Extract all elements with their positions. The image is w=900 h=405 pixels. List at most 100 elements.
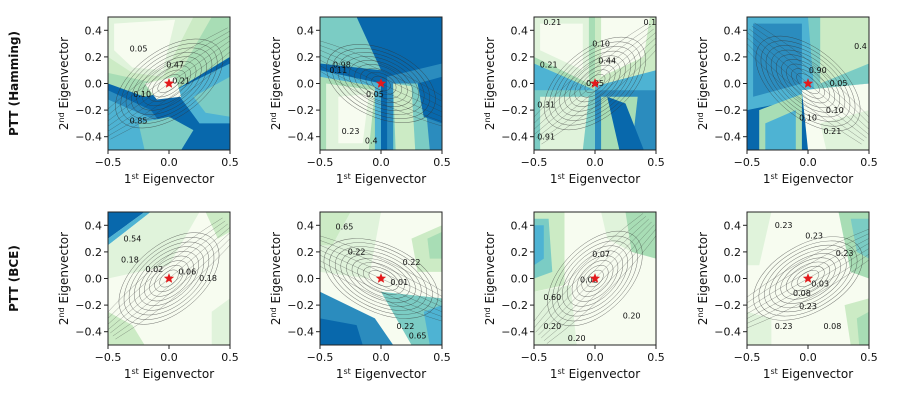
contour-fill xyxy=(211,298,230,345)
contour-label: 0.85 xyxy=(130,116,148,125)
contour-fill-group: 0.210.10.100.440.210.050.310.91 xyxy=(534,17,656,150)
contour-line xyxy=(754,22,869,118)
x-tick-label: 0.0 xyxy=(799,156,817,169)
contour-label: 0.21 xyxy=(823,127,841,136)
x-tick-label: 0.5 xyxy=(221,351,239,364)
contour-fill xyxy=(856,311,869,345)
contour-label: 0.65 xyxy=(335,222,353,231)
x-tick-label: 0.5 xyxy=(860,156,878,169)
y-tick-label: −0.4 xyxy=(714,131,741,144)
x-axis-label: 1st Eigenvector xyxy=(336,172,426,187)
contour-fill xyxy=(850,218,869,259)
contour-label: 0.10 xyxy=(133,90,151,99)
row: PTT (Hamming) 0.050.210.470.100.85−0.5 0.0… xyxy=(7,16,878,187)
y-axis-label: 2nd Eigenvector xyxy=(483,37,498,130)
contour-line xyxy=(320,260,442,317)
contour-line xyxy=(541,49,656,145)
y-axis-label: 2nd Eigenvector xyxy=(696,232,711,325)
x-tick-label: 0.0 xyxy=(372,351,390,364)
contour-line xyxy=(112,238,230,337)
y-tick-label: −0.4 xyxy=(287,131,314,144)
contour-line xyxy=(108,45,230,132)
contour-label: 0.23 xyxy=(775,221,793,230)
x-axis-label: 1st Eigenvector xyxy=(124,367,214,382)
x-axis-label: 1st Eigenvector xyxy=(763,367,853,382)
contour-fill-group: 0.230.230.230.030.080.230.23 0.08 xyxy=(747,212,869,345)
y-tick-label: 0.0 xyxy=(511,78,529,91)
contour-label: 0.20 xyxy=(568,334,586,343)
y-tick-label: 0.2 xyxy=(297,246,315,259)
contour-line xyxy=(751,25,869,124)
contour-line xyxy=(747,233,869,304)
contour-line xyxy=(534,22,649,118)
y-tick-label: −0.4 xyxy=(75,131,102,144)
contour-fill xyxy=(381,291,442,345)
y-tick-label: 0.0 xyxy=(297,273,315,286)
y-tick-label: 0.0 xyxy=(724,78,742,91)
figure-rows: PTT (Hamming) 0.050.210.470.100.85−0.5 0.0… xyxy=(7,16,878,382)
contour-fill-group: 0.540.180.02 0.060.18 xyxy=(108,212,230,345)
contour-fill xyxy=(607,96,644,150)
contour-line xyxy=(108,27,228,110)
x-tick-label: −0.5 xyxy=(734,351,761,364)
contour-fill xyxy=(540,96,589,150)
contour-line xyxy=(747,248,869,319)
contour-line xyxy=(110,57,230,140)
contour-fill xyxy=(747,212,772,266)
contour-line xyxy=(747,238,869,309)
contour-label: 0.22 xyxy=(403,258,421,267)
contour-fill xyxy=(108,212,200,279)
contour-panel: 0.4 0.900.05 0.10 0.10 0.21 −0.5 0.0 0.5 0.4 0.2 0… xyxy=(696,16,878,186)
contour-label: 0.20 xyxy=(543,322,561,331)
contour-label: 0.21 xyxy=(543,18,561,27)
contour-label: 0.07 xyxy=(592,250,610,259)
contour-line xyxy=(534,28,654,130)
y-tick-label: −0.4 xyxy=(287,326,314,339)
y-tick-label: −0.2 xyxy=(75,299,102,312)
x-tick-label: 0.5 xyxy=(221,156,239,169)
contour-line xyxy=(546,235,656,344)
contour-label: 0.23 xyxy=(775,322,793,331)
y-tick-label: 0.0 xyxy=(724,273,742,286)
contour-label: 0.90 xyxy=(809,66,827,75)
contour-label: 0.4 xyxy=(854,42,867,51)
contour-panel: 0.210.10.100.440.210.050.310.91−0.50.00.… xyxy=(483,16,665,186)
contour-fill xyxy=(820,17,869,84)
x-tick-label: −0.5 xyxy=(734,156,761,169)
contour-fill xyxy=(753,23,802,97)
contour-line xyxy=(320,265,442,322)
contour-label: 0.65 xyxy=(409,331,427,340)
contour-line xyxy=(534,25,652,124)
y-tick-label: 0.4 xyxy=(297,219,315,232)
y-tick-label: 0.4 xyxy=(511,219,529,232)
contour-label: 0.22 xyxy=(396,322,414,331)
x-tick-label: 0.5 xyxy=(647,351,665,364)
contour-label: 0.05 xyxy=(830,79,848,88)
contour-fill xyxy=(540,23,583,71)
star-marker xyxy=(802,78,814,88)
contour-line xyxy=(108,223,228,325)
contour-line xyxy=(534,213,644,322)
y-tick-label: −0.2 xyxy=(714,104,741,117)
x-axis-label: 1st Eigenvector xyxy=(124,172,214,187)
contour-label: 0.05 xyxy=(366,90,384,99)
contour-label: 0.02 xyxy=(580,275,598,284)
x-tick-label: 0.5 xyxy=(647,156,665,169)
y-tick-label: 0.4 xyxy=(724,219,742,232)
star-marker xyxy=(375,78,387,88)
y-tick-label: 0.2 xyxy=(511,246,529,259)
contour-fill xyxy=(108,212,151,246)
contour-label: 0.47 xyxy=(166,61,184,70)
x-tick-label: 0.5 xyxy=(860,351,878,364)
y-tick-label: −0.4 xyxy=(501,131,528,144)
contour-panel: 0.07 0.02 0.60 0.20 0.20 0.20 −0.5 0.0 0.5 0.4 0.2… xyxy=(483,211,665,381)
contour-panel: 0.230.230.230.030.080.230.23 0.08−0.5 0.0 0… xyxy=(696,211,878,382)
contour-line xyxy=(320,49,442,108)
y-axis-label: 2nd Eigenvector xyxy=(57,232,72,325)
contour-fill xyxy=(108,311,145,345)
x-tick-label: −0.5 xyxy=(307,351,334,364)
contour-panel: 0.05 0.21 0.47 0.10 0.85 −0.5 0.0 0.5 0.4 0.2 0.0 −… xyxy=(57,16,239,187)
y-tick-label: −0.2 xyxy=(501,104,528,117)
y-axis-label: 2nd Eigenvector xyxy=(57,37,72,130)
y-tick-label: 0.0 xyxy=(511,273,529,286)
